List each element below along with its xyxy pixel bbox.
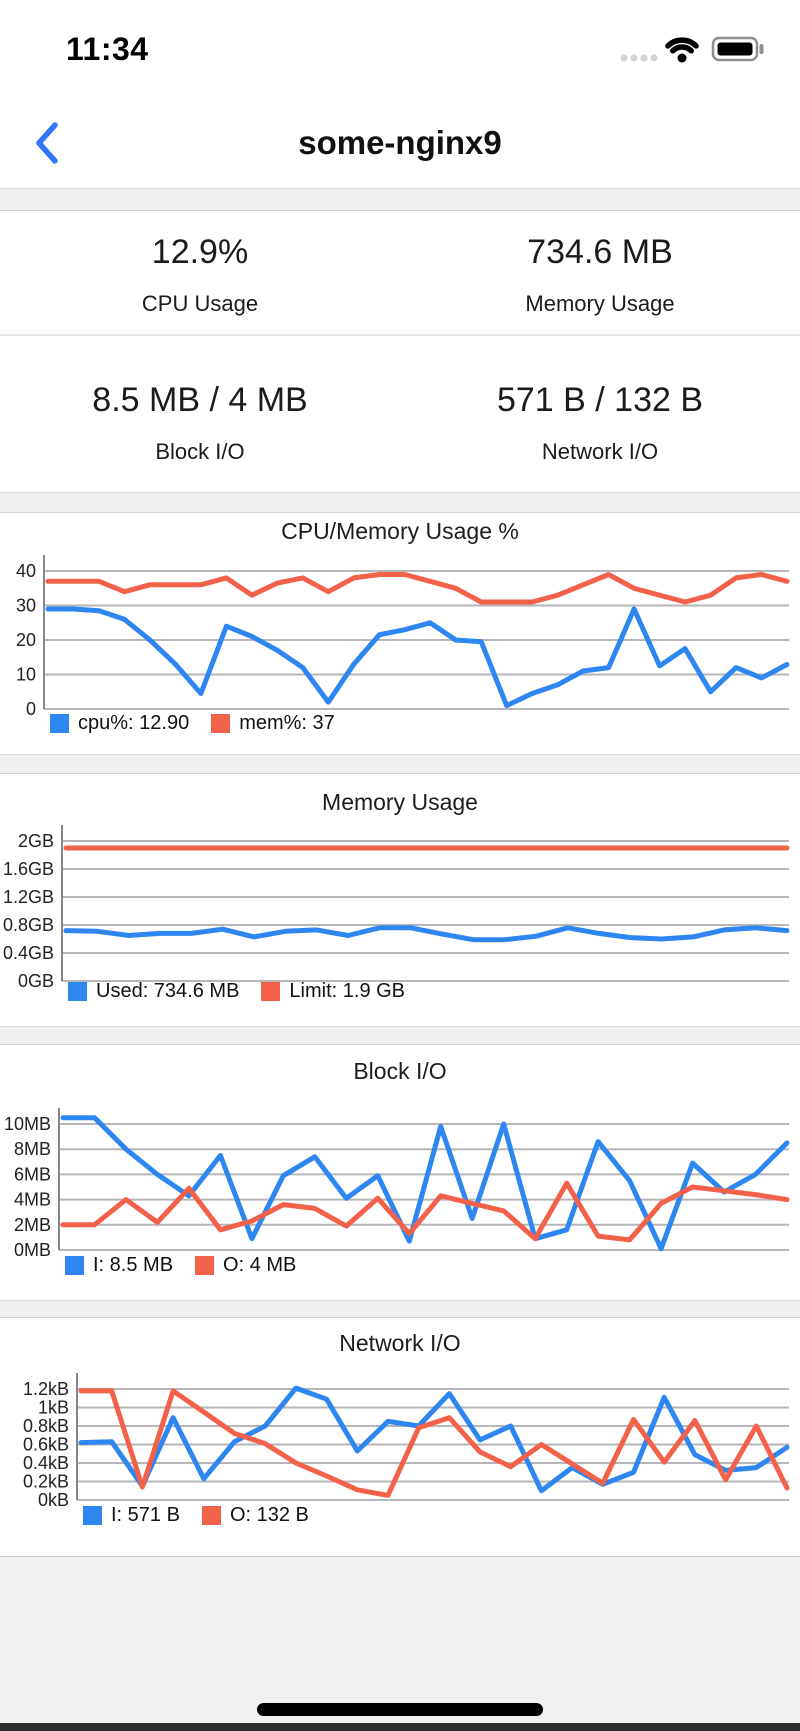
section-divider <box>0 492 800 513</box>
svg-text:0.2kB: 0.2kB <box>23 1472 69 1492</box>
svg-text:6MB: 6MB <box>14 1164 51 1184</box>
network-io-chart-title: Network I/O <box>339 1330 461 1356</box>
svg-text:2GB: 2GB <box>18 831 54 851</box>
svg-text:0GB: 0GB <box>18 971 54 991</box>
stat-block-value: 8.5 MB / 4 MB <box>92 381 308 419</box>
svg-text:30: 30 <box>16 596 36 616</box>
legend-label: I: 571 B <box>111 1504 180 1526</box>
cellular-dots-icon <box>620 54 658 62</box>
block-io-chart-title: Block I/O <box>353 1058 447 1084</box>
section-divider <box>0 1026 800 1045</box>
legend-label: Limit: 1.9 GB <box>289 980 406 1002</box>
svg-text:0kB: 0kB <box>38 1490 69 1508</box>
stat-network-label: Network I/O <box>541 439 659 464</box>
legend-swatch-blue <box>83 1506 102 1525</box>
block-io-chart: 0MB 2MB 4MB 6MB 8MB 10MB <box>4 1108 790 1256</box>
cpu-memory-chart-title: CPU/Memory Usage % <box>281 518 519 544</box>
svg-text:0.4GB: 0.4GB <box>3 943 54 963</box>
screen-bottom-edge <box>0 1723 800 1731</box>
svg-text:4MB: 4MB <box>14 1190 51 1210</box>
svg-text:10: 10 <box>16 665 36 685</box>
status-time: 11:34 <box>66 31 149 67</box>
svg-text:0MB: 0MB <box>14 1240 51 1256</box>
svg-text:1.2GB: 1.2GB <box>3 887 54 907</box>
memory-chart: 0GB 0.4GB 0.8GB 1.2GB 1.6GB 2GB <box>3 825 790 991</box>
svg-text:0.8kB: 0.8kB <box>23 1416 69 1436</box>
stat-block-label: Block I/O <box>155 439 245 464</box>
legend-swatch-red <box>195 1256 215 1275</box>
stat-cpu-value: 12.9% <box>151 233 249 271</box>
svg-text:8MB: 8MB <box>14 1139 51 1159</box>
legend-label: O: 132 B <box>229 1504 309 1526</box>
battery-icon <box>711 36 764 62</box>
network-io-chart-legend: I: 571 B O: 132 B <box>83 1504 309 1527</box>
stat-network-value: 571 B / 132 B <box>496 381 704 419</box>
legend-swatch-blue <box>65 1256 84 1275</box>
stats-row-divider <box>0 334 800 336</box>
svg-text:10MB: 10MB <box>4 1114 51 1134</box>
svg-text:1.2kB: 1.2kB <box>23 1379 69 1399</box>
stat-cpu-label: CPU Usage <box>141 291 259 316</box>
svg-text:0.4kB: 0.4kB <box>23 1453 69 1473</box>
section-divider <box>0 188 800 211</box>
wifi-icon <box>665 37 699 63</box>
memory-chart-legend: Used: 734.6 MB Limit: 1.9 GB <box>68 980 405 1003</box>
legend-label: I: 8.5 MB <box>93 1254 174 1276</box>
svg-text:0.6kB: 0.6kB <box>23 1435 69 1455</box>
svg-text:1kB: 1kB <box>38 1398 69 1418</box>
legend-swatch-blue <box>68 982 87 1001</box>
legend-label: O: 4 MB <box>223 1254 297 1276</box>
svg-text:2MB: 2MB <box>14 1215 51 1235</box>
legend-swatch-red <box>201 1506 221 1525</box>
back-button[interactable] <box>34 122 60 164</box>
home-indicator[interactable] <box>257 1703 543 1716</box>
stat-memory-label: Memory Usage <box>525 291 675 316</box>
svg-text:0.8GB: 0.8GB <box>3 915 54 935</box>
memory-chart-title: Memory Usage <box>322 789 478 815</box>
chevron-left-icon <box>36 122 58 164</box>
legend-swatch-red <box>261 982 281 1001</box>
legend-swatch-blue <box>50 714 69 733</box>
svg-text:0: 0 <box>26 699 36 719</box>
footer-area <box>0 1556 800 1731</box>
stat-memory-value: 734.6 MB <box>527 233 673 271</box>
legend-label: Used: 734.6 MB <box>96 980 240 1002</box>
cpu-memory-chart-legend: cpu%: 12.90 mem%: 37 <box>50 712 335 735</box>
section-divider <box>0 1300 800 1318</box>
legend-label: mem%: 37 <box>239 712 335 734</box>
section-divider <box>0 754 800 774</box>
svg-text:1.6GB: 1.6GB <box>3 859 54 879</box>
block-io-chart-legend: I: 8.5 MB O: 4 MB <box>65 1254 296 1277</box>
page-title: some-nginx9 <box>298 124 502 161</box>
legend-label: cpu%: 12.90 <box>78 712 190 734</box>
svg-text:40: 40 <box>16 561 36 581</box>
legend-swatch-red <box>211 714 231 733</box>
svg-text:20: 20 <box>16 630 36 650</box>
status-icons <box>620 36 764 63</box>
cpu-memory-chart: 0 10 20 30 40 <box>16 555 790 719</box>
